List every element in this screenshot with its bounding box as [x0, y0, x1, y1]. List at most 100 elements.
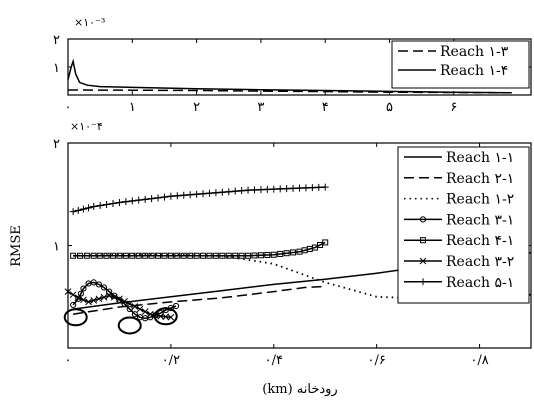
bottom-marker-plus [180, 191, 188, 199]
bottom-marker-plus [296, 184, 303, 192]
bottom-marker-circle [106, 288, 113, 295]
bottom-marker-plus [315, 183, 323, 191]
bottom-marker-square [238, 252, 245, 259]
bottom-marker-plus [419, 278, 427, 286]
bottom-legend-box [397, 146, 530, 304]
bottom-marker-plus [141, 195, 149, 203]
top-y-multiplier: ×۱۰⁻³ [74, 16, 105, 29]
bottom-marker-square [129, 252, 136, 259]
bottom-marker-square [193, 252, 200, 259]
bottom-marker-x [136, 305, 144, 313]
bottom-marker-square [257, 252, 264, 259]
bottom-marker-plus [302, 184, 310, 192]
bottom-marker-plus [103, 201, 111, 208]
bottom-marker-x [146, 310, 154, 318]
bottom-marker-plus [238, 187, 246, 195]
bottom-x-tick-label: ۰ [65, 353, 72, 368]
bottom-marker-plus [205, 189, 213, 197]
top-x-tick-label: ۵ [386, 100, 393, 115]
bottom-marker-plus [154, 194, 162, 202]
bottom-marker-square [174, 252, 181, 259]
bottom-marker-x [419, 257, 427, 265]
bottom-marker-square [83, 252, 90, 259]
bottom-series-line [73, 253, 532, 300]
bottom-marker-circle [131, 311, 138, 318]
bottom-marker-square [251, 252, 258, 259]
bottom-marker-plus [96, 202, 104, 210]
bottom-y-tick-label: ۲ [53, 137, 60, 152]
bottom-marker-x [95, 295, 103, 303]
bottom-marker-x [80, 296, 87, 304]
bottom-marker-x [105, 292, 113, 300]
bottom-marker-plus [122, 198, 130, 206]
bottom-marker-square [270, 251, 277, 258]
bottom-marker-plus [186, 191, 194, 199]
bottom-marker-square [77, 252, 84, 259]
bottom-marker-circle [95, 281, 102, 288]
bottom-annotation-circle [117, 316, 142, 335]
bottom-marker-circle [77, 290, 84, 297]
bottom-marker-plus [167, 192, 175, 200]
bottom-legend-label: Reach ۳-۱ [446, 212, 514, 228]
bottom-legend-label: Reach ۲-۱ [446, 171, 514, 187]
bottom-marker-x [126, 300, 134, 308]
top-legend-label: Reach ۱-۴ [440, 63, 508, 79]
bottom-legend-label: Reach ۳-۲ [446, 254, 514, 270]
top-plot: ×۱۰⁻³ ۰ ۱ ۲ ۳ ۴ ۵ ۶ ۱ ۲ Reach ۱-۳ Reach ۱-۴ [53, 16, 532, 115]
y-axis-label: RMSE [9, 225, 24, 267]
bottom-marker-square [212, 252, 219, 259]
bottom-marker-plus [115, 198, 123, 206]
bottom-marker-plus [74, 206, 82, 214]
bottom-series-line [72, 281, 177, 320]
bottom-marker-square [103, 252, 110, 259]
bottom-marker-plus [283, 185, 291, 193]
top-series-line [67, 58, 512, 94]
bottom-marker-plus [173, 192, 181, 200]
bottom-marker-plus [128, 197, 136, 205]
top-x-tick-label: ۳ [257, 100, 264, 115]
bottom-marker-square [283, 250, 290, 257]
top-legend: Reach ۱-۳ Reach ۱-۴ [391, 40, 530, 89]
top-x-tick-label: ۲ [193, 100, 200, 115]
bottom-marker-square [187, 252, 194, 259]
bottom-marker-square [232, 252, 239, 259]
bottom-marker-x [69, 291, 77, 299]
bottom-annotation-circle [63, 308, 88, 327]
bottom-marker-plus [321, 183, 329, 191]
bottom-marker-circle [419, 216, 427, 223]
bottom-marker-square [277, 250, 284, 257]
bottom-marker-square [245, 252, 252, 259]
top-x-tick-label: ۶ [450, 100, 457, 115]
bottom-marker-circle [80, 285, 87, 292]
bottom-marker-plus [79, 205, 87, 213]
bottom-y-multiplier: ×۱۰⁻۴ [70, 120, 103, 133]
x-axis-label: رودخانه (km) [262, 382, 337, 397]
bottom-marker-plus [276, 185, 284, 193]
bottom-marker-plus [199, 190, 207, 198]
bottom-marker-plus [212, 189, 220, 197]
bottom-marker-square [70, 252, 77, 259]
bottom-marker-square [97, 252, 104, 259]
bottom-marker-x [90, 296, 98, 304]
bottom-marker-plus [193, 190, 201, 198]
bottom-marker-square [167, 252, 174, 259]
bottom-marker-x [167, 313, 175, 321]
bottom-legend-label: Reach ۱-۲ [446, 192, 514, 208]
bottom-marker-plus [69, 208, 77, 216]
bottom-series-6 [64, 288, 175, 321]
bottom-x-tick-label: ۰/۸ [470, 353, 488, 368]
top-x-tick-label: ۱ [129, 100, 136, 115]
top-x-tick-label: ۰ [65, 100, 72, 115]
bottom-series-2 [72, 285, 326, 315]
bottom-marker-square [135, 252, 142, 259]
bottom-marker-plus [90, 203, 98, 211]
bottom-marker-plus [135, 196, 143, 204]
bottom-marker-x [74, 294, 82, 302]
bottom-marker-plus [270, 185, 278, 193]
bottom-y-tick-label: ۱ [53, 240, 60, 255]
top-legend-label: Reach ۱-۳ [440, 44, 509, 60]
bottom-x-tick-label: ۰/۲ [162, 353, 180, 368]
bottom-marker-square [200, 252, 207, 259]
bottom-series-7 [69, 183, 329, 216]
bottom-marker-square [290, 249, 297, 256]
